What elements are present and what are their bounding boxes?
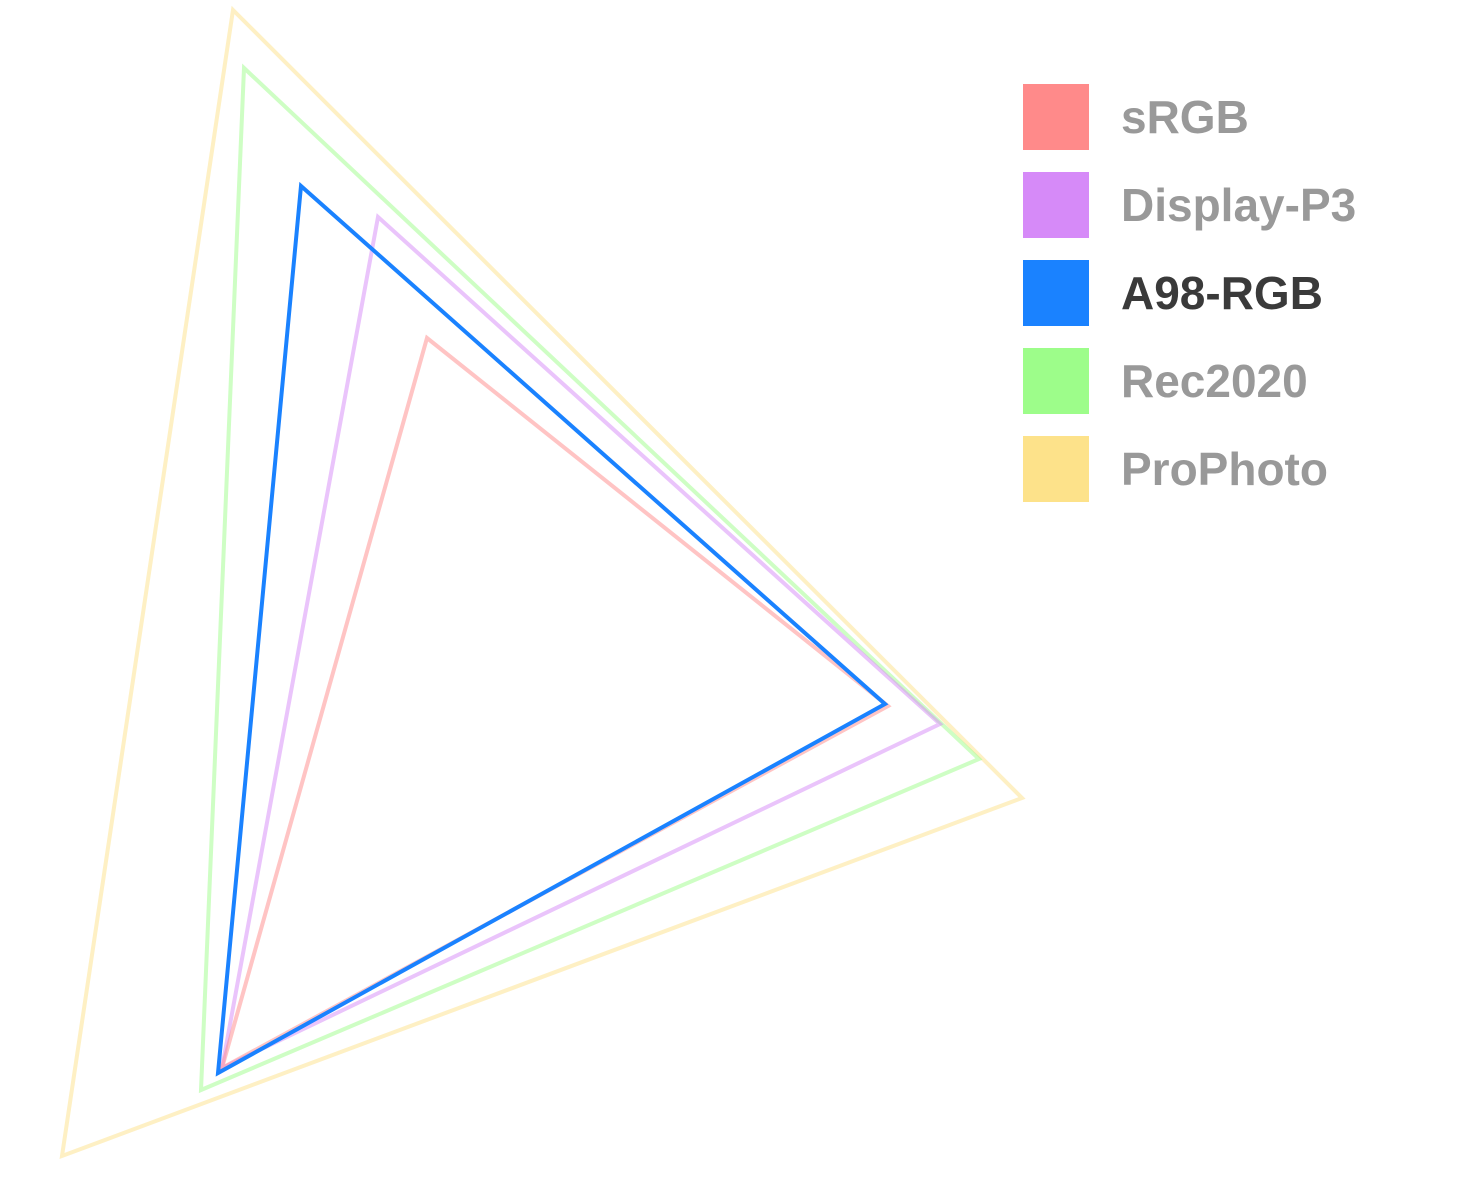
legend-item-a98-rgb[interactable]: A98-RGB — [1023, 260, 1356, 326]
legend-label: Rec2020 — [1121, 355, 1308, 407]
legend-label: A98-RGB — [1121, 267, 1323, 319]
rec2020-triangle — [198, 63, 983, 1094]
prophoto-triangle — [59, 5, 1026, 1160]
legend-item-prophoto[interactable]: ProPhoto — [1023, 436, 1356, 502]
prophoto-swatch — [1023, 436, 1089, 502]
display-p3-triangle — [219, 213, 944, 1072]
a98-rgb-triangle — [215, 181, 889, 1077]
legend-label: Display-P3 — [1121, 179, 1357, 231]
legend-item-rec2020[interactable]: Rec2020 — [1023, 348, 1356, 414]
rec2020-swatch — [1023, 348, 1089, 414]
legend: sRGB Display-P3 A98-RGB Rec2020 ProPhoto — [1023, 84, 1356, 524]
legend-label: ProPhoto — [1121, 443, 1328, 495]
legend-label: sRGB — [1121, 91, 1249, 143]
legend-item-display-p3[interactable]: Display-P3 — [1023, 172, 1356, 238]
srgb-triangle — [218, 334, 892, 1073]
display-p3-swatch — [1023, 172, 1089, 238]
legend-item-srgb[interactable]: sRGB — [1023, 84, 1356, 150]
a98-rgb-swatch — [1023, 260, 1089, 326]
srgb-swatch — [1023, 84, 1089, 150]
